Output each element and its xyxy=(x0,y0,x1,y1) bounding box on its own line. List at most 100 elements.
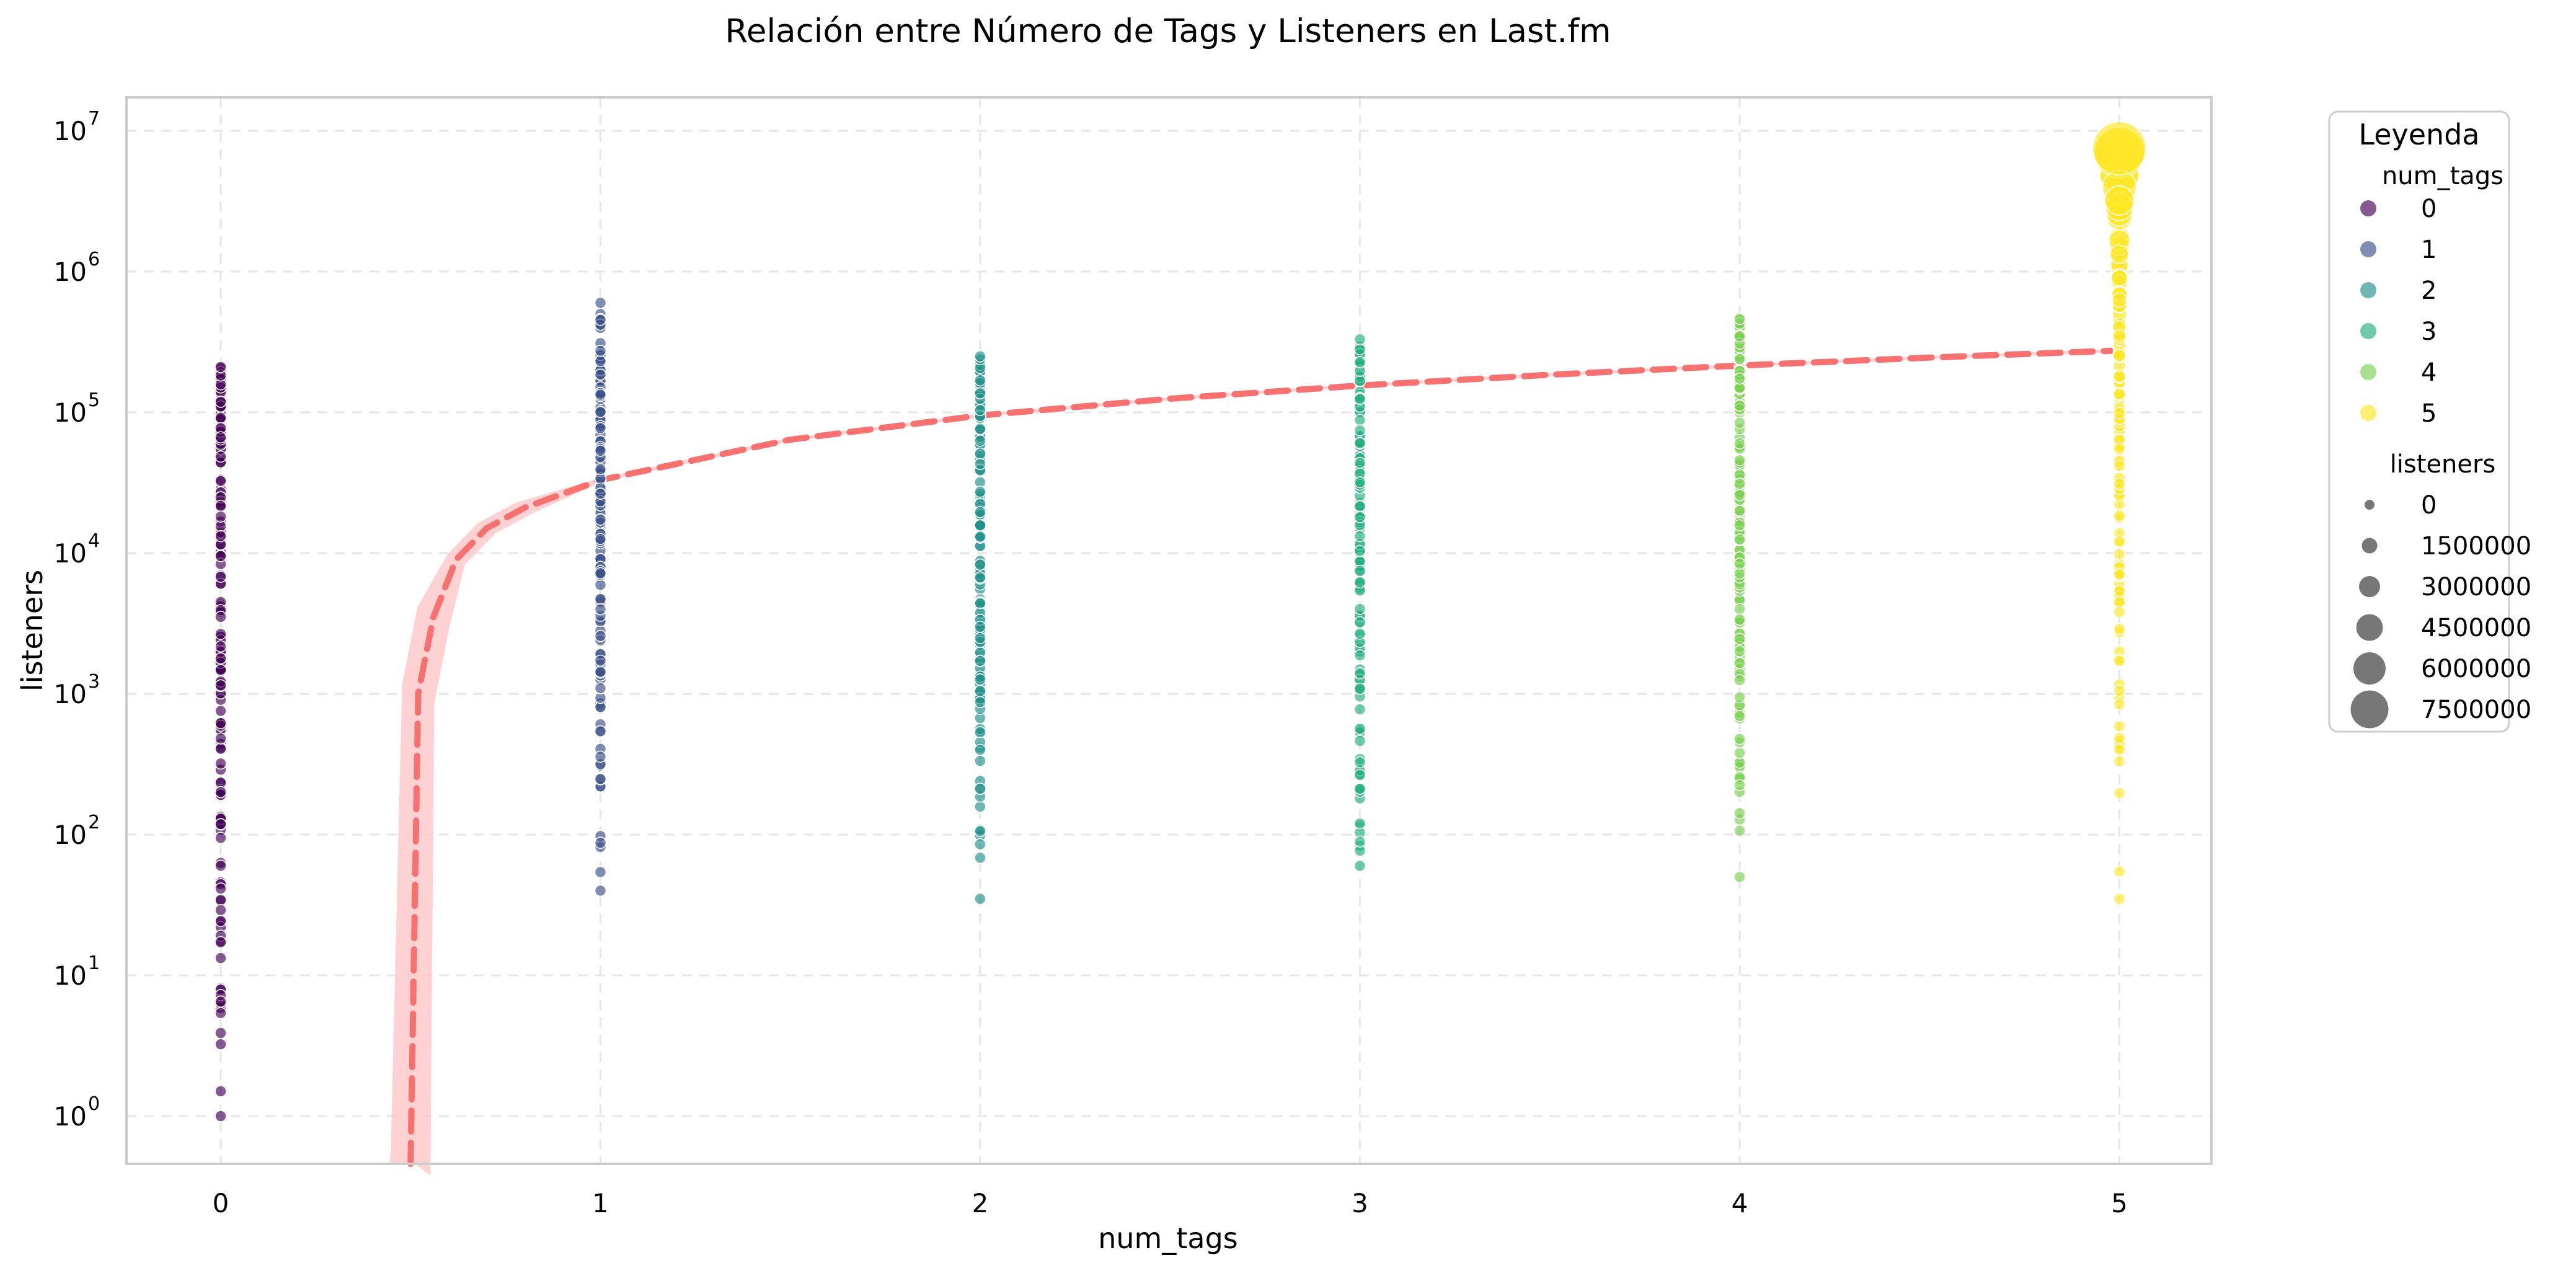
data-point-tags-0 xyxy=(215,679,227,692)
y-tick-exponent: 6 xyxy=(88,249,100,270)
data-point-tags-1 xyxy=(594,463,607,476)
data-point-tags-0 xyxy=(215,611,227,623)
legend-size-label: 7500000 xyxy=(2421,696,2531,724)
data-point-tags-2 xyxy=(974,350,986,363)
data-point-tags-0 xyxy=(215,475,227,487)
data-point-tags-5 xyxy=(2112,329,2127,344)
y-tick-label: 10 xyxy=(54,820,87,850)
data-point-tags-2 xyxy=(974,726,986,739)
data-point-tags-3 xyxy=(1353,817,1366,830)
data-point-tags-5 xyxy=(2111,292,2128,308)
data-point-tags-4 xyxy=(1733,557,1746,570)
data-point-tags-3 xyxy=(1353,424,1366,437)
data-point-tags-3 xyxy=(1353,667,1366,680)
data-point-tags-3 xyxy=(1353,628,1366,640)
data-point-tags-5 xyxy=(2113,755,2126,768)
data-point-tags-3 xyxy=(1353,456,1366,469)
legend-size-label: 3000000 xyxy=(2421,573,2531,601)
data-point-tags-5 xyxy=(2113,568,2126,580)
y-tick-label: 10 xyxy=(54,257,87,287)
data-point-tags-0 xyxy=(215,882,227,895)
data-point-tags-0 xyxy=(215,1027,227,1039)
data-point-tags-3 xyxy=(1353,356,1366,368)
data-point-tags-5 xyxy=(2113,459,2126,472)
legend-hue-marker xyxy=(2360,364,2376,380)
data-point-tags-2 xyxy=(974,458,986,471)
legend-hue-label: 2 xyxy=(2421,277,2437,305)
plot-frame xyxy=(125,96,2213,1165)
data-point-tags-4 xyxy=(1733,437,1746,450)
legend-hue-label: 1 xyxy=(2421,236,2437,264)
data-point-tags-5 xyxy=(2113,585,2126,597)
data-point-tags-0 xyxy=(215,742,227,755)
x-tick-label: 1 xyxy=(592,1188,609,1218)
data-point-tags-2 xyxy=(974,597,986,610)
data-point-tags-4 xyxy=(1733,807,1746,819)
legend-hue-marker xyxy=(2360,405,2376,421)
data-point-tags-0 xyxy=(215,894,227,907)
data-point-tags-1 xyxy=(594,533,607,545)
y-tick-exponent: 5 xyxy=(88,389,100,411)
data-point-tags-0 xyxy=(215,915,227,928)
data-point-tags-0 xyxy=(215,450,227,463)
data-point-tags-1 xyxy=(594,445,607,457)
data-point-tags-2 xyxy=(974,621,986,633)
data-points xyxy=(215,121,2147,1122)
data-point-tags-4 xyxy=(1733,454,1746,466)
data-point-tags-1 xyxy=(594,355,607,368)
data-point-tags-1 xyxy=(594,422,607,435)
legend-frame xyxy=(2328,110,2510,733)
trend-line-group xyxy=(389,347,2123,1176)
data-point-tags-3 xyxy=(1353,414,1366,427)
data-point-tags-4 xyxy=(1733,645,1746,658)
legend-hue-title: num_tags xyxy=(2382,162,2503,190)
y-tick-label: 10 xyxy=(54,397,87,428)
legend-hue-marker xyxy=(2360,323,2376,339)
data-point-tags-4 xyxy=(1733,477,1746,490)
data-point-tags-0 xyxy=(215,786,227,799)
y-axis-label: listeners xyxy=(15,570,49,691)
data-point-tags-1 xyxy=(594,665,607,678)
data-point-tags-5 xyxy=(2110,269,2128,287)
data-point-tags-3 xyxy=(1353,437,1366,450)
data-point-tags-4 xyxy=(1733,709,1746,722)
legend-hue-marker xyxy=(2360,241,2376,257)
data-point-tags-3 xyxy=(1353,544,1366,557)
legend-hue-label: 0 xyxy=(2421,195,2437,223)
data-point-tags-4 xyxy=(1733,399,1746,412)
data-point-tags-0 xyxy=(215,396,227,408)
data-point-tags-3 xyxy=(1353,703,1366,716)
legend-hue-label: 3 xyxy=(2421,317,2437,346)
data-point-tags-4 xyxy=(1733,613,1746,626)
legend-size-label: 6000000 xyxy=(2421,655,2531,683)
legend-title: Leyenda xyxy=(2358,118,2479,151)
y-tick-exponent: 1 xyxy=(88,952,100,974)
data-point-tags-3 xyxy=(1353,859,1366,872)
data-point-tags-4 xyxy=(1733,732,1746,745)
data-point-tags-3 xyxy=(1353,375,1366,388)
data-point-tags-0 xyxy=(215,570,227,583)
data-point-tags-3 xyxy=(1353,616,1366,629)
data-point-tags-0 xyxy=(215,952,227,964)
data-point-tags-1 xyxy=(594,593,607,605)
data-point-tags-1 xyxy=(594,836,607,849)
data-point-tags-5 xyxy=(2113,743,2126,756)
data-point-tags-3 xyxy=(1353,649,1366,662)
data-point-tags-3 xyxy=(1353,564,1366,577)
data-point-tags-0 xyxy=(215,652,227,665)
data-point-tags-2 xyxy=(974,673,986,686)
data-point-tags-1 xyxy=(594,629,607,642)
data-point-tags-5 xyxy=(2113,387,2126,401)
data-point-tags-2 xyxy=(974,838,986,851)
data-point-tags-2 xyxy=(974,486,986,498)
y-tick-exponent: 4 xyxy=(88,530,100,552)
data-point-tags-5 xyxy=(2113,596,2126,608)
data-point-tags-0 xyxy=(215,757,227,770)
data-point-tags-4 xyxy=(1733,313,1746,326)
data-point-tags-1 xyxy=(594,773,607,786)
legend-size-marker xyxy=(2365,500,2375,510)
data-point-tags-3 xyxy=(1353,603,1366,615)
data-point-tags-2 xyxy=(974,506,986,518)
